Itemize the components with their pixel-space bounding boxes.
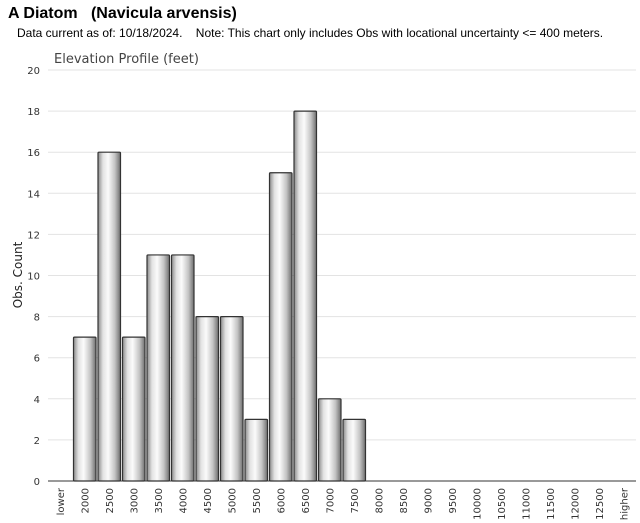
bar-5000 (219, 316, 244, 482)
y-axis-title: Obs. Count (11, 241, 25, 308)
bar-2500 (97, 151, 122, 482)
x-tick-label: 12000 (570, 488, 581, 520)
bar-2000 (72, 336, 97, 482)
y-tick-label: 2 (34, 436, 40, 447)
x-tick-label: 8500 (399, 488, 410, 513)
x-tick-label: 3000 (129, 488, 140, 513)
x-tick-label: 9000 (423, 488, 434, 513)
y-tick-label: 0 (34, 477, 40, 488)
y-tick-label: 16 (27, 148, 40, 159)
y-tick-label: 8 (34, 313, 40, 324)
x-tick-label: 7500 (350, 488, 361, 513)
y-tick-label: 14 (27, 189, 40, 200)
bar-6500 (293, 110, 318, 482)
x-tick-label: 10500 (497, 488, 508, 520)
x-tick-label: 8000 (374, 488, 385, 513)
y-tick-label: 10 (27, 272, 40, 283)
x-tick-label: 9500 (448, 488, 459, 513)
bar-5500 (244, 418, 269, 482)
x-tick-label: 4000 (178, 488, 189, 513)
x-tick-label: 11000 (521, 488, 532, 520)
x-tick-label: 12500 (595, 488, 606, 520)
x-tick-label: 6000 (276, 488, 287, 513)
y-tick-label: 18 (27, 107, 40, 118)
x-tick-label: 11500 (546, 488, 557, 520)
x-tick-label: 2500 (105, 488, 116, 513)
bar-4000 (170, 254, 195, 482)
x-tick-label: lower (56, 487, 67, 515)
bar-3500 (146, 254, 171, 482)
plot-title: Elevation Profile (feet) (54, 52, 199, 67)
bar-7000 (317, 398, 342, 482)
bar-7500 (342, 418, 367, 482)
x-tick-label: 6500 (301, 488, 312, 513)
y-tick-label: 4 (34, 395, 40, 406)
bar-6000 (268, 172, 293, 482)
x-tick-label: 2000 (80, 488, 91, 513)
bar-4500 (195, 316, 220, 482)
x-tick-label: 10000 (472, 488, 483, 520)
bar-3000 (121, 336, 146, 482)
x-tick-label: 7000 (325, 488, 336, 513)
y-tick-label: 20 (27, 66, 40, 77)
chart-subtitle: Data current as of: 10/18/2024. Note: Th… (17, 26, 604, 40)
chart-title: A Diatom (Navicula arvensis) (8, 5, 237, 22)
y-tick-label: 12 (27, 230, 40, 241)
x-tick-label: 5500 (252, 488, 263, 513)
x-tick-label: 4500 (203, 488, 214, 513)
y-tick-label: 6 (34, 354, 40, 365)
x-tick-label: 3500 (154, 488, 165, 513)
x-tick-label: higher (619, 487, 630, 520)
x-tick-label: 5000 (227, 488, 238, 513)
